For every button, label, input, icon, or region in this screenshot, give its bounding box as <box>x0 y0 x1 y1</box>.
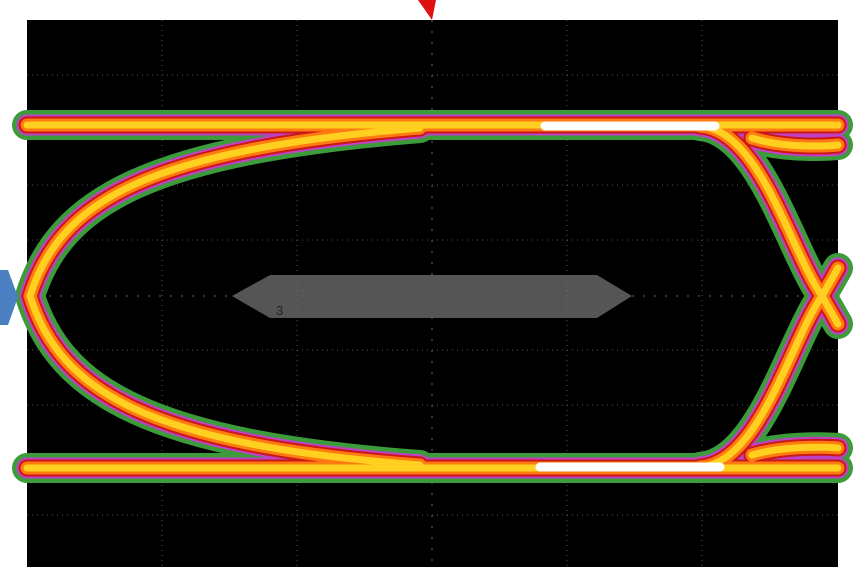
mask: 3 <box>232 275 632 318</box>
mask-region <box>232 275 632 318</box>
trigger-arrow <box>0 270 18 325</box>
page: 3 (() => { const data = JSON.parse(docum… <box>0 0 859 567</box>
mask-label: 3 <box>276 303 283 318</box>
scope-screenshot: 3 <box>0 0 859 567</box>
top-marker <box>418 0 436 20</box>
